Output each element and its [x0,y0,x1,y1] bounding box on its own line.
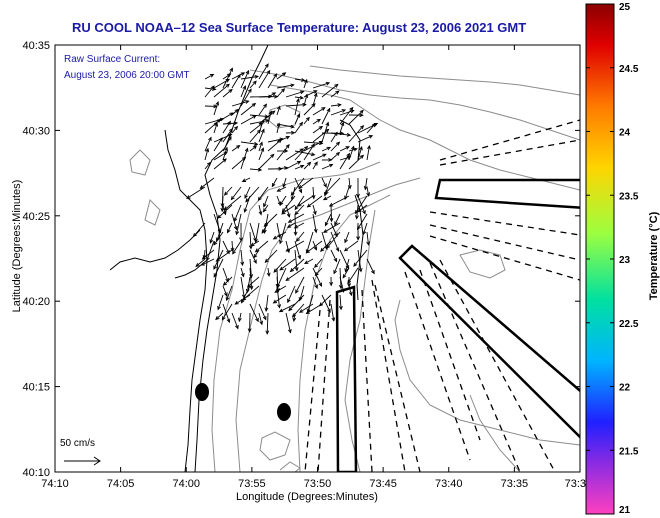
y-tick-label: 40:25 [22,211,50,223]
coastline [109,45,364,472]
colorbar [585,3,615,515]
current-vectors [186,63,379,335]
colorbar-tick-label: 23 [619,255,631,266]
sample-site-marker [195,383,209,401]
colorbar-tick-label: 21.5 [619,446,639,457]
colorbar-tick-label: 22.5 [619,319,639,330]
y-tick-label: 40:30 [22,125,50,137]
colorbar-ticks: 25 24.5 24 23.5 23 22.5 22 21.5 21 [586,2,639,516]
sample-site-marker [277,403,291,421]
map-layer [64,45,580,472]
colorbar-tick-label: 21 [619,505,631,516]
map-title: RU COOL NOAA–12 Sea Surface Temperature:… [72,20,527,35]
colorbar-tick-label: 24.5 [619,64,639,75]
colorbar-tick-label: 24 [619,128,631,139]
x-tick-label: 73:35 [501,478,529,490]
x-tick-label: 73:3 [565,478,586,490]
y-tick-label: 40:15 [22,382,50,394]
colorbar-tick-label: 25 [619,2,631,13]
x-tick-labels: 74:10 74:05 74:00 73:55 73:50 73:45 73:40 73:35… [41,478,586,490]
y-tick-label: 40:20 [22,296,50,308]
x-axis-label: Longitude (Degrees:Minutes) [236,491,378,503]
x-tick-label: 74:10 [41,478,69,490]
x-tick-label: 73:50 [304,478,332,490]
dashed-lines [304,119,580,472]
x-tick-label: 74:00 [172,478,200,490]
x-tick-label: 73:45 [369,478,397,490]
y-tick-label: 40:35 [22,40,50,52]
colorbar-tick-label: 22 [619,383,631,394]
x-tick-label: 73:40 [435,478,463,490]
x-tick-label: 73:55 [238,478,266,490]
y-tick-label: 40:10 [22,467,50,479]
scale-arrow [64,456,101,466]
x-tick-label: 74:05 [107,478,135,490]
boundary-polygons [335,178,580,472]
current-info-line-2: August 23, 2006 20:00 GMT [64,70,190,81]
scale-label: 50 cm/s [60,438,96,449]
colorbar-tick-label: 23.5 [619,191,639,202]
current-info-line-1: Raw Surface Current: [64,54,161,65]
y-tick-labels: 40:35 40:30 40:25 40:20 40:15 40:10 [22,40,50,479]
axis-ticks [54,44,581,473]
